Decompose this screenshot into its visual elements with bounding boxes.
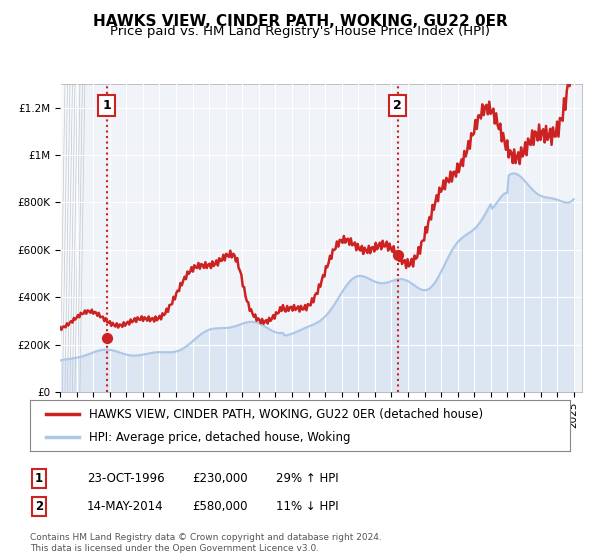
Point	[102, 333, 112, 342]
Text: HAWKS VIEW, CINDER PATH, WOKING, GU22 0ER (detached house): HAWKS VIEW, CINDER PATH, WOKING, GU22 0E…	[89, 408, 484, 421]
Text: 23-OCT-1996: 23-OCT-1996	[87, 472, 164, 486]
Text: 2: 2	[393, 99, 402, 112]
Text: Contains HM Land Registry data © Crown copyright and database right 2024.
This d: Contains HM Land Registry data © Crown c…	[30, 533, 382, 553]
Text: 2: 2	[35, 500, 43, 514]
Text: 1: 1	[35, 472, 43, 486]
Text: HAWKS VIEW, CINDER PATH, WOKING, GU22 0ER: HAWKS VIEW, CINDER PATH, WOKING, GU22 0E…	[92, 14, 508, 29]
Text: 14-MAY-2014: 14-MAY-2014	[87, 500, 164, 514]
Text: 29% ↑ HPI: 29% ↑ HPI	[276, 472, 338, 486]
Text: 1: 1	[102, 99, 111, 112]
Point	[393, 250, 403, 259]
Text: £230,000: £230,000	[192, 472, 248, 486]
Text: HPI: Average price, detached house, Woking: HPI: Average price, detached house, Woki…	[89, 431, 351, 444]
Text: £580,000: £580,000	[192, 500, 248, 514]
Text: 11% ↓ HPI: 11% ↓ HPI	[276, 500, 338, 514]
Text: Price paid vs. HM Land Registry's House Price Index (HPI): Price paid vs. HM Land Registry's House …	[110, 25, 490, 38]
